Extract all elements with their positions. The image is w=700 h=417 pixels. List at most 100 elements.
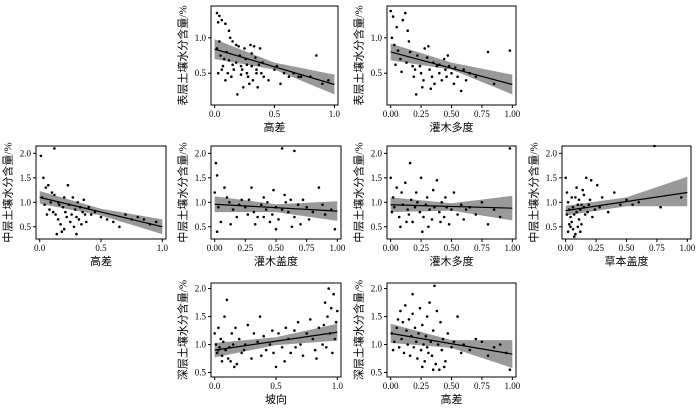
regression-line <box>390 51 513 86</box>
data-point <box>279 82 282 86</box>
data-point <box>570 196 573 199</box>
data-point <box>428 208 431 211</box>
x-axis-label: 灌木多度 <box>430 254 474 268</box>
data-point <box>421 323 424 327</box>
data-point <box>235 362 239 366</box>
data-point <box>301 198 305 202</box>
data-point <box>112 220 115 224</box>
data-point <box>564 176 567 180</box>
data-point <box>280 208 284 211</box>
data-point <box>407 318 411 321</box>
data-point <box>414 191 418 194</box>
data-point <box>430 354 434 358</box>
data-point <box>239 64 243 68</box>
data-point <box>327 79 330 82</box>
data-point <box>280 346 284 349</box>
data-point <box>262 196 266 199</box>
data-point <box>43 203 46 206</box>
confidence-band <box>214 196 338 221</box>
data-point <box>600 196 604 199</box>
data-point <box>418 210 422 214</box>
data-point <box>234 43 238 47</box>
data-point <box>397 346 401 349</box>
data-point <box>410 198 413 202</box>
data-point <box>218 14 221 18</box>
data-point <box>224 22 227 26</box>
data-point <box>453 66 457 69</box>
x-tick-label: 0.75 <box>474 381 490 391</box>
x-axis-label: 灌木多度 <box>430 120 474 134</box>
data-point <box>257 63 261 66</box>
y-tick-label: 1.5 <box>371 312 383 322</box>
x-axis-label: 灌木盖度 <box>254 254 298 268</box>
y-tick-label: 1.0 <box>195 340 207 350</box>
data-point <box>631 203 634 206</box>
data-point <box>593 208 597 211</box>
x-axis-label: 坡向 <box>265 392 287 406</box>
data-point <box>459 89 463 93</box>
x-tick-label: 0.00 <box>558 243 574 253</box>
data-point <box>73 208 77 211</box>
data-point <box>77 218 81 221</box>
data-point <box>282 71 286 75</box>
regression-line <box>214 331 338 351</box>
data-point <box>221 64 225 68</box>
x-tick-label: 0.50 <box>444 243 460 253</box>
x-tick-label: 0.50 <box>619 243 635 253</box>
data-point <box>395 326 399 330</box>
data-point <box>425 346 429 349</box>
y-tick-label: 0.5 <box>195 222 207 232</box>
data-point <box>431 368 435 372</box>
data-point <box>431 329 435 332</box>
data-point <box>321 82 324 86</box>
data-point <box>433 284 436 288</box>
data-point <box>419 348 423 352</box>
data-point <box>213 191 216 194</box>
data-point <box>250 64 253 68</box>
data-point <box>444 360 447 363</box>
data-point <box>245 63 249 66</box>
data-point <box>61 205 65 209</box>
data-point <box>577 218 581 221</box>
data-point <box>229 223 232 226</box>
data-point <box>394 63 397 66</box>
x-tick-label: 1.0 <box>329 109 341 119</box>
x-axis-label: 高差 <box>264 120 286 134</box>
data-point <box>400 337 403 341</box>
data-point <box>254 56 257 59</box>
data-point <box>408 161 412 165</box>
y-tick-label: 0.5 <box>195 68 207 78</box>
data-point <box>446 54 450 57</box>
data-point <box>216 71 220 75</box>
data-point <box>255 68 258 71</box>
x-tick-label: 0.5 <box>95 243 107 253</box>
y-tick-label: 0.5 <box>20 222 32 232</box>
y-tick-label: 2.0 <box>371 284 383 294</box>
data-point <box>237 337 241 341</box>
data-point <box>51 210 55 214</box>
data-point <box>219 220 223 224</box>
data-point <box>486 50 490 54</box>
regression-line <box>390 204 513 209</box>
data-point <box>231 208 235 211</box>
data-point <box>243 47 246 50</box>
data-point <box>280 147 284 150</box>
data-point <box>431 188 435 192</box>
data-point <box>299 75 303 78</box>
data-point <box>586 210 589 214</box>
data-point <box>395 25 399 29</box>
data-point <box>260 203 263 206</box>
data-point <box>215 11 219 15</box>
data-point <box>480 201 484 204</box>
data-point <box>416 357 419 360</box>
y-tick-label: 2.0 <box>20 148 32 158</box>
data-point <box>229 360 232 363</box>
data-point <box>305 205 309 209</box>
panel-5: 0.00 0.25 0.50 0.75 1.00 0.5 1.0 1.5 2.0 灌木多度 中层土壤… <box>352 142 521 268</box>
confidence-band <box>390 323 513 368</box>
data-point <box>414 340 418 344</box>
data-point <box>62 227 66 231</box>
data-point <box>440 201 444 204</box>
data-point <box>250 186 253 189</box>
data-point <box>227 59 231 62</box>
